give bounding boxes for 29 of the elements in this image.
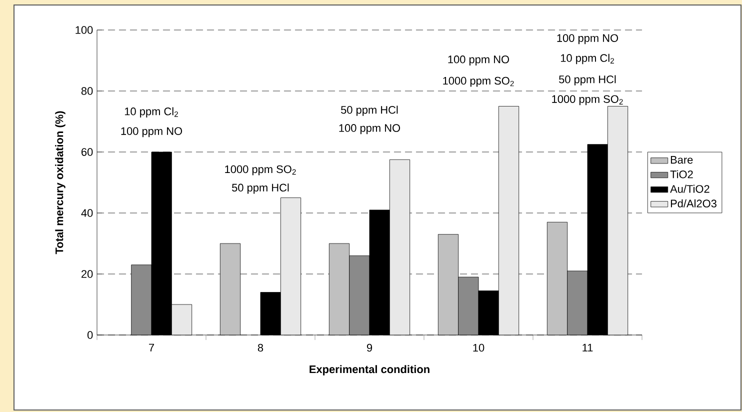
annotation: 100 ppm NO	[121, 127, 182, 138]
annotation: 50 ppm HCl	[341, 106, 398, 116]
y-tick-label: 0	[87, 331, 93, 339]
y-axis-title: Total mercury oxidation (%)	[55, 111, 66, 254]
y-tick-label: 20	[82, 270, 93, 278]
legend-label: Bare	[670, 156, 693, 164]
x-axis-title: Experimental condition	[310, 365, 430, 376]
y-tick-label: 60	[82, 148, 93, 156]
x-tick-label: 9	[366, 344, 372, 352]
y-tick-label: 80	[81, 87, 93, 95]
annotation: 1000 ppm SO$_{2}$	[443, 76, 514, 87]
legend-label: Au/TiO2	[670, 184, 710, 193]
annotation: 1000 ppm SO$_{2}$	[225, 165, 296, 176]
annotation: 100 ppm NO	[448, 56, 510, 66]
x-tick-label: 7	[149, 344, 154, 352]
y-tick-label: 40	[81, 209, 93, 217]
legend-label: Pd/Al2O3	[670, 199, 716, 208]
annotation: 100 ppm NO	[557, 34, 618, 44]
annotation: 100 ppm NO	[339, 124, 400, 134]
x-tick-label: 10	[473, 344, 484, 352]
annotation: 50 ppm HCl	[232, 183, 289, 194]
legend-label: TiO2	[670, 170, 693, 178]
annotation: 10 ppm Cl$_{2}$	[560, 54, 614, 64]
x-tick-label: 11	[582, 344, 593, 352]
annotation: 1000 ppm SO$_{2}$	[552, 95, 623, 106]
y-tick-label: 100	[76, 26, 93, 34]
annotation: 10 ppm Cl$_{2}$	[124, 107, 178, 118]
annotation: 50 ppm HCl	[559, 75, 616, 86]
x-tick-label: 8	[258, 344, 264, 352]
